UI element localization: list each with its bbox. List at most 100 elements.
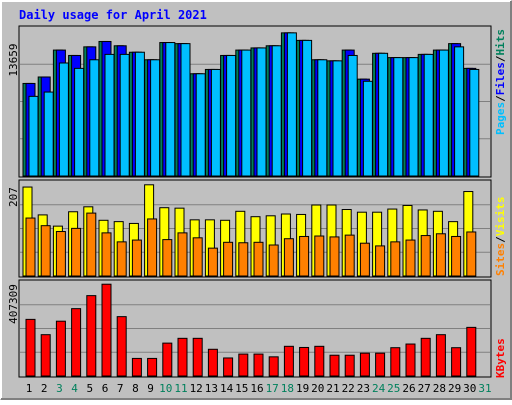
bar-kbytes-day-25 [390, 347, 401, 377]
bar-pages-day-23 [362, 80, 373, 177]
day-label-18: 18 [281, 382, 294, 395]
day-label-13: 13 [205, 382, 218, 395]
bar-kbytes-day-14 [223, 357, 234, 377]
bar-kbytes-day-9 [147, 357, 158, 377]
day-label-30: 30 [463, 382, 476, 395]
day-label-21: 21 [326, 382, 339, 395]
day-label-9: 9 [147, 382, 154, 395]
bar-sites-day-9 [147, 218, 158, 277]
bar-sites-day-21 [329, 236, 340, 277]
day-label-31: 31 [478, 382, 491, 395]
day-label-20: 20 [311, 382, 324, 395]
day-label-25: 25 [387, 382, 400, 395]
bar-sites-day-6 [101, 232, 112, 277]
bar-pages-day-13 [210, 68, 221, 177]
kbytes-max-label: 407309 [7, 284, 20, 324]
bar-sites-day-18 [283, 238, 294, 277]
bar-kbytes-day-11 [177, 337, 188, 377]
bar-pages-day-22 [347, 54, 358, 177]
day-label-5: 5 [86, 382, 93, 395]
day-label-8: 8 [132, 382, 139, 395]
bar-pages-day-30 [469, 68, 480, 177]
bar-kbytes-day-22 [344, 354, 355, 377]
bar-pages-day-10 [165, 42, 176, 177]
legend-pages: Pages [494, 102, 507, 135]
bar-pages-day-27 [423, 53, 434, 177]
day-label-4: 4 [71, 382, 78, 395]
day-label-26: 26 [402, 382, 415, 395]
bar-sites-day-5 [86, 212, 97, 277]
bar-pages-day-14 [226, 54, 237, 177]
bar-pages-day-5 [89, 59, 100, 177]
bar-kbytes-day-18 [283, 345, 294, 377]
day-label-27: 27 [418, 382, 431, 395]
bar-pages-day-28 [438, 49, 449, 177]
bar-kbytes-day-12 [192, 337, 203, 377]
bar-pages-day-4 [74, 67, 85, 177]
bar-sites-day-14 [223, 241, 234, 277]
chart-title: Daily usage for April 2021 [19, 8, 207, 22]
bar-kbytes-day-19 [299, 346, 310, 377]
bar-pages-day-25 [393, 57, 404, 177]
bar-kbytes-day-1 [25, 318, 36, 377]
legend-visits: Visits [494, 197, 507, 237]
bar-kbytes-day-21 [329, 354, 340, 377]
legend-sep-1: / [494, 95, 507, 102]
bar-pages-day-15 [241, 49, 252, 177]
day-label-29: 29 [448, 382, 461, 395]
bar-sites-day-26 [405, 239, 416, 277]
bar-sites-day-2 [40, 225, 51, 277]
bar-pages-day-9 [150, 59, 161, 177]
bar-sites-day-19 [299, 235, 310, 277]
bar-pages-day-12 [195, 73, 206, 177]
bar-kbytes-day-26 [405, 343, 416, 377]
visits-legend: Sites/Visits [494, 197, 507, 277]
bar-kbytes-day-5 [86, 295, 97, 377]
bar-pages-day-26 [408, 57, 419, 177]
bar-kbytes-day-6 [101, 283, 112, 377]
day-label-2: 2 [41, 382, 48, 395]
day-label-12: 12 [190, 382, 203, 395]
bar-pages-day-2 [43, 91, 54, 177]
bar-pages-day-20 [317, 59, 328, 177]
bar-kbytes-day-7 [116, 316, 127, 377]
day-label-28: 28 [433, 382, 446, 395]
bar-pages-day-6 [104, 53, 115, 177]
bar-pages-day-18 [286, 32, 297, 177]
bar-sites-day-3 [55, 231, 66, 277]
bar-kbytes-day-29 [451, 347, 462, 377]
bar-sites-day-8 [131, 239, 142, 277]
legend-hits: Hits [494, 29, 507, 56]
day-label-1: 1 [26, 382, 33, 395]
bar-sites-day-22 [344, 234, 355, 277]
bar-kbytes-day-3 [55, 320, 66, 377]
legend-sep-3: / [494, 236, 507, 243]
bar-pages-day-21 [332, 60, 343, 177]
bar-kbytes-day-27 [420, 337, 431, 377]
day-label-10: 10 [159, 382, 172, 395]
bar-sites-day-20 [314, 235, 325, 277]
day-label-3: 3 [56, 382, 63, 395]
bar-kbytes-day-17 [268, 356, 279, 377]
bar-sites-day-13 [207, 247, 218, 277]
bar-kbytes-day-15 [238, 353, 249, 377]
bar-pages-day-16 [256, 47, 267, 177]
bar-sites-day-12 [192, 237, 203, 277]
bar-kbytes-day-8 [131, 357, 142, 377]
bar-pages-day-17 [271, 45, 282, 177]
bar-kbytes-day-28 [435, 334, 446, 377]
day-label-16: 16 [250, 382, 263, 395]
bar-sites-day-28 [435, 233, 446, 277]
day-label-22: 22 [342, 382, 355, 395]
bar-kbytes-day-4 [71, 308, 82, 377]
bar-kbytes-day-2 [40, 334, 51, 377]
bar-sites-day-4 [71, 227, 82, 277]
legend-kbytes: KBytes [494, 338, 507, 378]
bar-pages-day-24 [378, 52, 389, 177]
day-labels: 1 2 3 4 5 6 7 8 9 10 11 12 13 14 15 16 17 18 19 20 21 22 23 24 2… [26, 382, 492, 395]
bar-kbytes-day-23 [359, 352, 370, 377]
bar-kbytes-day-13 [207, 348, 218, 377]
